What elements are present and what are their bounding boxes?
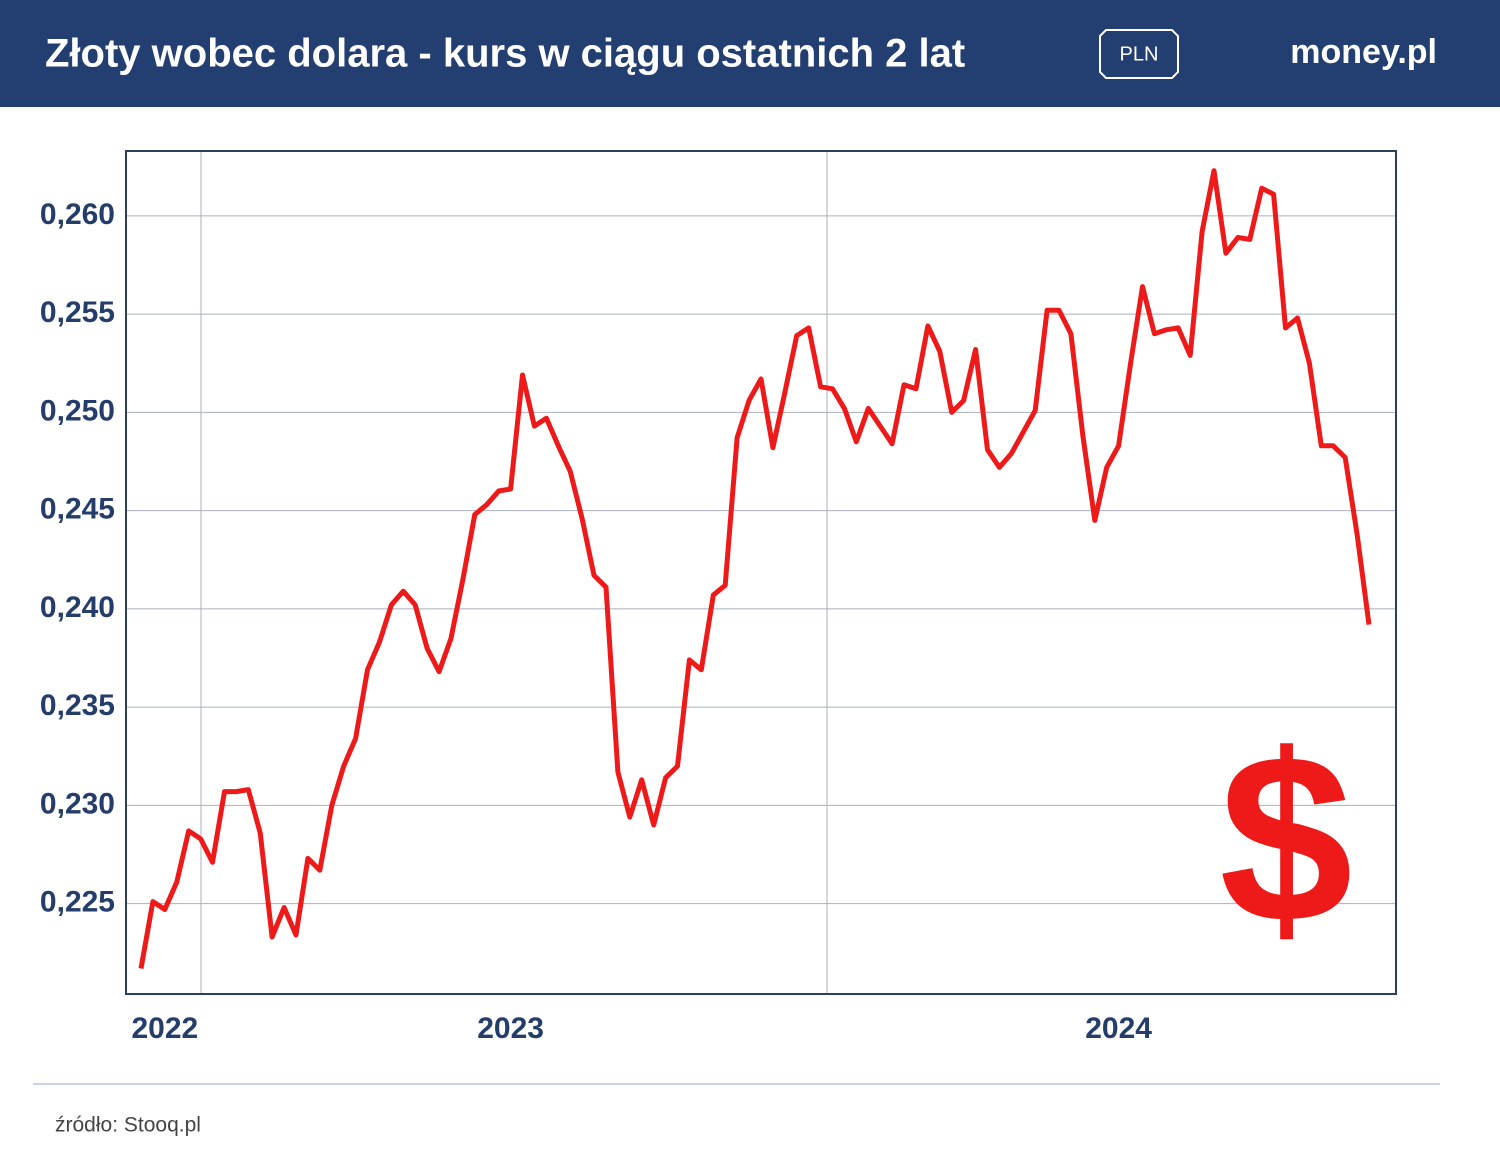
y-tick-label: 0,245 [40, 493, 115, 526]
source: źródło: Stooq.pl [55, 1114, 201, 1137]
x-tick-label: 2023 [477, 1012, 544, 1045]
x-tick-label: 2024 [1085, 1012, 1152, 1045]
line [138, 168, 1372, 969]
y-tick-label: 0,240 [40, 591, 115, 624]
y-tick-label: 0,250 [40, 394, 115, 427]
plot-frame [125, 150, 1397, 995]
badge: PLN [1120, 43, 1159, 65]
dollar-sign: $ [1219, 704, 1352, 972]
y-tick-label: 0,235 [40, 689, 115, 722]
y-tick-label: 0,225 [40, 886, 115, 919]
chart-title: Złoty wobec dolara - kurs w ciągu ostatn… [45, 32, 965, 76]
y-tick-label: 0,230 [40, 787, 115, 820]
badge-frame [1099, 29, 1179, 79]
logo: money.pl [1290, 33, 1437, 71]
y-tick-label: 0,260 [40, 198, 115, 231]
x-tick-label: 2022 [131, 1012, 198, 1045]
y-tick-label: 0,255 [40, 296, 115, 329]
header-bar [0, 0, 1500, 107]
